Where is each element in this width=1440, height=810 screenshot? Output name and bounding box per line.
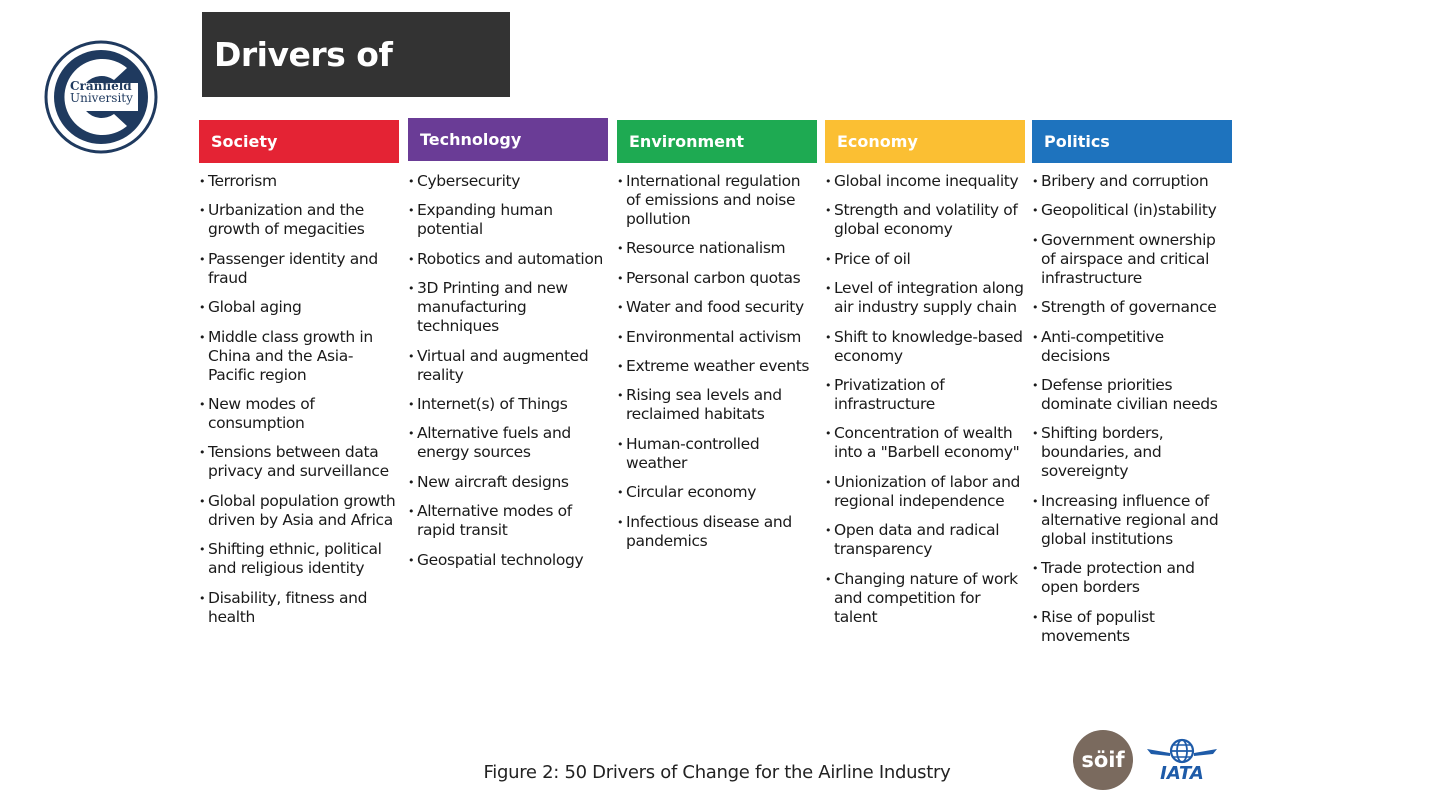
list-item: Shifting borders, boundaries, and sovere…: [1032, 424, 1232, 481]
list-item: Human-controlled weather: [617, 435, 817, 473]
list-item: Concentration of wealth into a "Barbell …: [825, 424, 1025, 462]
slide-title: Drivers of change: [202, 12, 510, 159]
list-item: Urbanization and the growth of megacitie…: [199, 201, 399, 239]
list-item: Strength and volatility of global econom…: [825, 201, 1025, 239]
list-item: New modes of consumption: [199, 395, 399, 433]
list-item: Strength of governance: [1032, 298, 1232, 317]
cranfield-logo: Cranfield University: [44, 40, 158, 154]
list-item: Passenger identity and fraud: [199, 250, 399, 288]
figure-caption: Figure 2: 50 Drivers of Change for the A…: [483, 762, 951, 783]
list-item: Trade protection and open borders: [1032, 559, 1232, 597]
list-item: Rise of populist movements: [1032, 608, 1232, 646]
list-item: Cybersecurity: [408, 172, 608, 191]
list-item: Shifting ethnic, political and religious…: [199, 540, 399, 578]
driver-list-economy: Global income inequality Strength and vo…: [825, 172, 1025, 627]
iata-wordmark: IATA: [1160, 763, 1204, 784]
list-item: Extreme weather events: [617, 357, 817, 376]
globe-wings-icon: [1147, 738, 1217, 764]
driver-list-environment: International regulation of emissions an…: [617, 172, 817, 551]
list-item: Expanding human potential: [408, 201, 608, 239]
list-item: Open data and radical transparency: [825, 521, 1025, 559]
list-item: Alternative modes of rapid transit: [408, 502, 608, 540]
list-item: Terrorism: [199, 172, 399, 191]
column-society: Society Terrorism Urbanization and the g…: [199, 120, 399, 637]
column-environment: Environment International regulation of …: [617, 120, 817, 561]
driver-list-politics: Bribery and corruption Geopolitical (in)…: [1032, 172, 1232, 646]
list-item: Rising sea levels and reclaimed habitats: [617, 386, 817, 424]
list-item: Bribery and corruption: [1032, 172, 1232, 191]
list-item: Government ownership of airspace and cri…: [1032, 231, 1232, 288]
cranfield-c-logo-icon: [44, 40, 158, 154]
column-header-politics: Politics: [1032, 120, 1232, 163]
column-header-environment: Environment: [617, 120, 817, 163]
list-item: Personal carbon quotas: [617, 269, 817, 288]
list-item: Increasing influence of alternative regi…: [1032, 492, 1232, 549]
list-item: Unionization of labor and regional indep…: [825, 473, 1025, 511]
column-header-economy: Economy: [825, 120, 1025, 163]
list-item: Middle class growth in China and the Asi…: [199, 328, 399, 385]
list-item: New aircraft designs: [408, 473, 608, 492]
column-politics: Politics Bribery and corruption Geopolit…: [1032, 120, 1232, 656]
column-technology: Technology Cybersecurity Expanding human…: [408, 118, 608, 580]
list-item: Global population growth driven by Asia …: [199, 492, 399, 530]
list-item: Alternative fuels and energy sources: [408, 424, 608, 462]
list-item: Privatization of infrastructure: [825, 376, 1025, 414]
column-header-technology: Technology: [408, 118, 608, 161]
list-item: Price of oil: [825, 250, 1025, 269]
list-item: Virtual and augmented reality: [408, 347, 608, 385]
list-item: Global income inequality: [825, 172, 1025, 191]
list-item: 3D Printing and new manufacturing techni…: [408, 279, 608, 336]
soif-logo: söif: [1073, 730, 1133, 790]
driver-list-technology: Cybersecurity Expanding human potential …: [408, 172, 608, 570]
list-item: Changing nature of work and competition …: [825, 570, 1025, 627]
list-item: Global aging: [199, 298, 399, 317]
iata-logo: IATA: [1145, 737, 1219, 787]
list-item: Geospatial technology: [408, 551, 608, 570]
list-item: Disability, fitness and health: [199, 589, 399, 627]
list-item: Tensions between data privacy and survei…: [199, 443, 399, 481]
list-item: Geopolitical (in)stability: [1032, 201, 1232, 220]
list-item: Infectious disease and pandemics: [617, 513, 817, 551]
list-item: Internet(s) of Things: [408, 395, 608, 414]
column-economy: Economy Global income inequality Strengt…: [825, 120, 1025, 637]
list-item: Anti-competitive decisions: [1032, 328, 1232, 366]
list-item: Level of integration along air industry …: [825, 279, 1025, 317]
list-item: Environmental activism: [617, 328, 817, 347]
list-item: Shift to knowledge-based economy: [825, 328, 1025, 366]
list-item: Robotics and automation: [408, 250, 608, 269]
list-item: International regulation of emissions an…: [617, 172, 817, 229]
list-item: Water and food security: [617, 298, 817, 317]
list-item: Circular economy: [617, 483, 817, 502]
list-item: Resource nationalism: [617, 239, 817, 258]
list-item: Defense priorities dominate civilian nee…: [1032, 376, 1232, 414]
column-header-society: Society: [199, 120, 399, 163]
driver-list-society: Terrorism Urbanization and the growth of…: [199, 172, 399, 627]
